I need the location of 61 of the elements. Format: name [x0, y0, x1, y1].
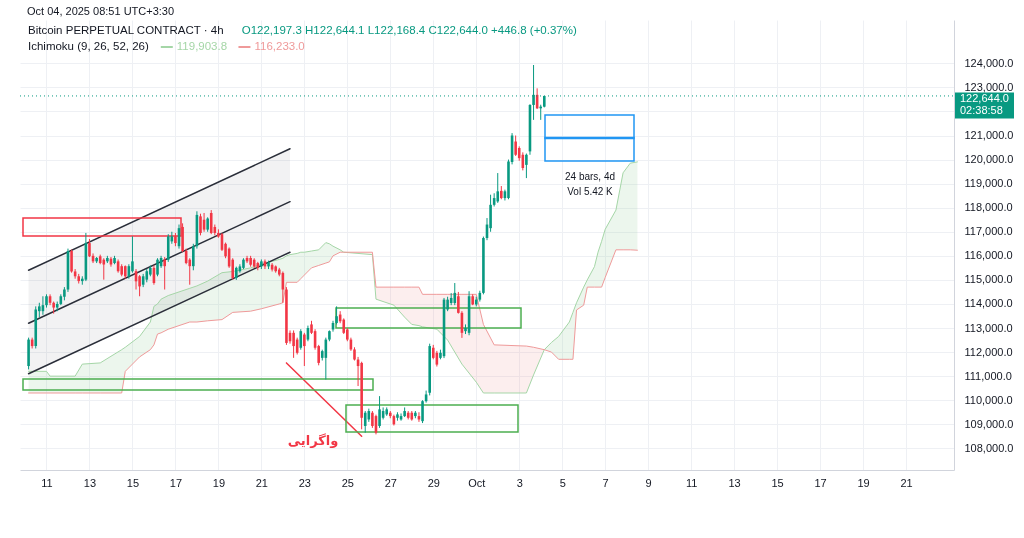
y-tick-label: 117,000.0: [964, 225, 1013, 238]
x-tick-label: 11: [41, 476, 53, 489]
x-tick-label: 15: [771, 476, 784, 489]
candlestick: [453, 282, 457, 306]
x-tick-label: 9: [645, 476, 652, 489]
y-tick-label: 112,000.0: [964, 345, 1013, 358]
candlestick: [292, 329, 295, 359]
y-tick-label: 111,000.0: [964, 369, 1012, 382]
x-tick-label: 5: [559, 476, 566, 489]
y-tick-label: 118,000.0: [964, 201, 1013, 214]
chart-subtitle: O122,197.3 H122,644.1 L122,168.4 C122,644.0 +446.8 (+0.37%): [241, 24, 577, 36]
x-tick-label: 27: [384, 476, 397, 489]
candlestick: [514, 135, 517, 157]
candlestick: [525, 153, 528, 179]
x-tick-label: 21: [900, 476, 913, 489]
legend-label: 116,233.0: [254, 40, 305, 52]
x-tick-label: 17: [814, 476, 827, 489]
annotation: 24 bars, 4d: [564, 171, 616, 182]
y-tick-label: 123,000.0: [964, 80, 1014, 93]
y-tick-label: 113,000.0: [964, 321, 1013, 334]
y-tick-label: 110,000.0: [964, 393, 1013, 406]
candlestick: [163, 256, 166, 291]
candlestick: [363, 410, 367, 434]
annotation: واگرایی: [287, 433, 339, 448]
x-tick-label: 3: [516, 476, 523, 489]
annotation: Vol 5.42 K: [567, 186, 614, 197]
y-tick-label: 109,000.0: [964, 417, 1014, 430]
x-tick-label: 7: [602, 476, 609, 489]
candlestick: [166, 233, 170, 263]
y-tick-label: 108,000.0: [964, 441, 1014, 454]
x-tick-label: 15: [126, 476, 140, 489]
x-tick-label: 13: [83, 476, 97, 489]
y-tick-label: 115,000.0: [964, 273, 1013, 286]
candlestick: [199, 213, 202, 236]
legend-title: Ichimoku (9, 26, 52, 26): [28, 40, 149, 52]
x-tick-label: Oct: [468, 476, 486, 489]
y-tick-label: 114,000.0: [964, 297, 1013, 310]
text: Oct 04, 2025 08:51 UTC+3:30: [27, 5, 175, 17]
y-tick-label: 116,000.0: [964, 249, 1013, 262]
x-tick-label: 19: [212, 476, 226, 489]
line-series: [28, 249, 638, 394]
x-tick-label: 21: [255, 476, 268, 489]
x-tick-label: 19: [857, 476, 870, 489]
x-tick-label: 23: [298, 476, 311, 489]
legend-label: 119,903.8: [176, 40, 228, 52]
x-tick-label: 17: [169, 476, 183, 489]
x-tick-label: 29: [427, 476, 440, 489]
y-tick-label: 120,000.0: [964, 153, 1014, 166]
y-tick-label: 121,000.0: [964, 129, 1014, 142]
x-tick-label: 11: [685, 476, 698, 489]
x-tick-label: 13: [728, 476, 741, 489]
candlestick: [156, 257, 159, 277]
y-tick-label: 119,000.0: [964, 177, 1013, 190]
candlestick: [378, 395, 381, 429]
y-tick-label: 124,000.0: [964, 56, 1014, 69]
x-tick-label: 25: [341, 476, 354, 489]
ref-line-label: 122,644.0: [960, 92, 1009, 105]
text: 02:38:58: [960, 104, 1003, 117]
chart-title: Bitcoin PERPETUAL CONTRACT · 4h: [28, 24, 224, 36]
candlestick: [299, 328, 303, 351]
candlestick: [303, 332, 306, 367]
